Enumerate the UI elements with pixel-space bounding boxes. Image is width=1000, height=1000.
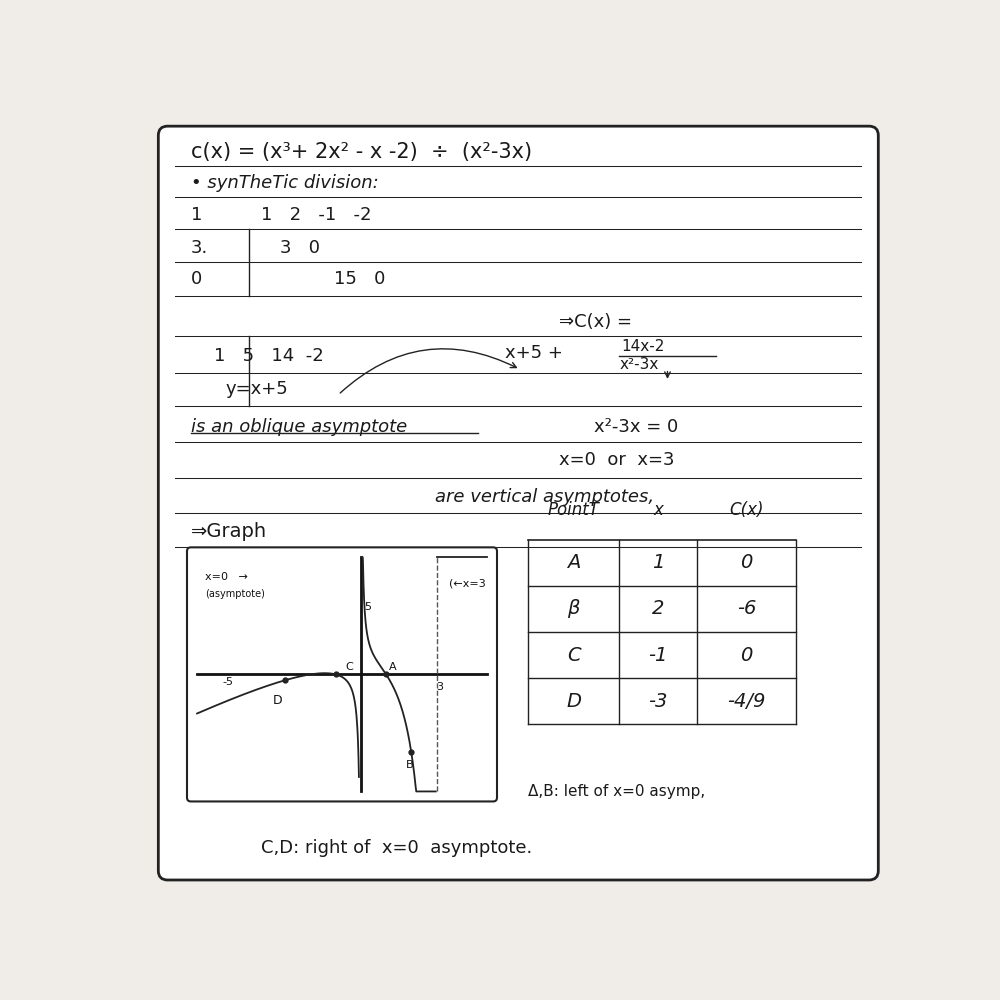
Text: 5: 5 (365, 602, 372, 612)
Text: -6: -6 (737, 599, 756, 618)
Text: B: B (406, 760, 414, 770)
Text: 3.: 3. (191, 239, 208, 257)
Text: auth: auth (248, 469, 343, 511)
Text: C: C (567, 646, 581, 665)
Text: A: A (567, 553, 580, 572)
Text: 15   0: 15 0 (334, 270, 386, 288)
Text: auth: auth (504, 268, 599, 310)
Text: 14x-2: 14x-2 (621, 339, 664, 354)
Text: x²-3x = 0: x²-3x = 0 (594, 418, 678, 436)
Text: c(x) = (x³+ 2x² - x -2)  ÷  (x²-3x): c(x) = (x³+ 2x² - x -2) ÷ (x²-3x) (191, 142, 532, 162)
Text: auth: auth (713, 469, 808, 511)
Text: -3: -3 (649, 692, 668, 711)
Text: x=0  or  x=3: x=0 or x=3 (559, 451, 674, 469)
FancyBboxPatch shape (158, 126, 878, 880)
Text: Δ,B: left of x=0 asymp,: Δ,B: left of x=0 asymp, (528, 784, 705, 799)
Text: D: D (273, 694, 282, 707)
Text: 1   2   -1   -2: 1 2 -1 -2 (261, 206, 371, 224)
Text: D: D (566, 692, 581, 711)
Text: is an oblique asymptote: is an oblique asymptote (191, 418, 407, 436)
Text: y=x+5: y=x+5 (226, 380, 288, 398)
Text: C: C (346, 662, 354, 672)
Text: x=0   →: x=0 → (205, 572, 248, 582)
Text: 0: 0 (740, 646, 753, 665)
Text: 0: 0 (740, 553, 753, 572)
Text: auth: auth (713, 669, 808, 711)
FancyBboxPatch shape (187, 547, 497, 801)
Text: C(x): C(x) (729, 501, 764, 519)
Text: 1   5   14  -2: 1 5 14 -2 (214, 347, 324, 365)
Text: -4/9: -4/9 (727, 692, 766, 711)
Text: 0: 0 (191, 270, 202, 288)
Text: ⇒Graph: ⇒Graph (191, 522, 267, 541)
Text: • synTheTic division:: • synTheTic division: (191, 174, 379, 192)
Text: 3: 3 (437, 682, 444, 692)
Text: ⇒C(x) =: ⇒C(x) = (559, 313, 632, 331)
Text: are vertical asymptotes,: are vertical asymptotes, (435, 488, 654, 506)
Text: x+5 +: x+5 + (505, 344, 563, 362)
Text: auth: auth (504, 669, 599, 711)
Text: x: x (653, 501, 663, 519)
Text: (←x=3: (←x=3 (449, 578, 486, 588)
Text: C,D: right of  x=0  asymptote.: C,D: right of x=0 asymptote. (261, 839, 532, 857)
Text: auth: auth (504, 469, 599, 511)
Text: 1: 1 (191, 206, 202, 224)
Text: x²-3x: x²-3x (619, 357, 659, 372)
Text: -5: -5 (222, 677, 233, 687)
FancyArrowPatch shape (340, 349, 516, 393)
Text: 1: 1 (652, 553, 664, 572)
Text: β: β (567, 599, 580, 618)
Text: -1: -1 (649, 646, 668, 665)
Text: 3   0: 3 0 (280, 239, 320, 257)
Text: auth: auth (248, 268, 343, 310)
Text: auth: auth (713, 268, 808, 310)
Text: (asymptote): (asymptote) (205, 589, 265, 599)
Text: auth: auth (248, 669, 343, 711)
Text: 2: 2 (652, 599, 664, 618)
Text: A: A (389, 662, 396, 672)
Text: PointT: PointT (548, 501, 600, 519)
